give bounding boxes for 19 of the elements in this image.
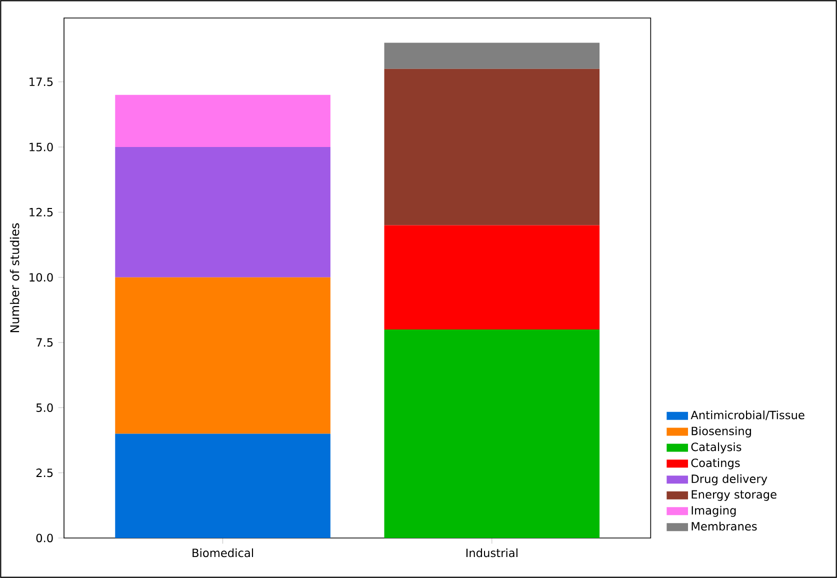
legend-label: Drug delivery [692, 474, 768, 486]
x-tick-label: Industrial [466, 548, 518, 558]
legend-label: Membranes [692, 522, 757, 531]
legend-label: Biosensing [692, 426, 752, 438]
y-tick-label: 0.0 [36, 534, 53, 542]
y-tick-label: 7.5 [36, 338, 53, 347]
x-tick-label: Biomedical [192, 548, 253, 558]
legend-label: Catalysis [691, 442, 742, 454]
legend-label: Energy storage [692, 490, 776, 501]
y-tick-label: 15.0 [30, 142, 53, 152]
legend-label: Antimicrobial/Tissue [690, 410, 804, 420]
legend-label: Imaging [692, 506, 736, 517]
y-tick-label: 2.5 [36, 468, 53, 478]
y-tick-label: 12.5 [30, 208, 53, 216]
y-tick-label: 10.0 [30, 273, 53, 282]
y-axis-title: Number of studies [10, 223, 20, 332]
legend-label: Coatings [691, 458, 740, 470]
y-tick-label: 5.0 [36, 403, 53, 412]
y-tick-label: 17.5 [30, 78, 53, 86]
